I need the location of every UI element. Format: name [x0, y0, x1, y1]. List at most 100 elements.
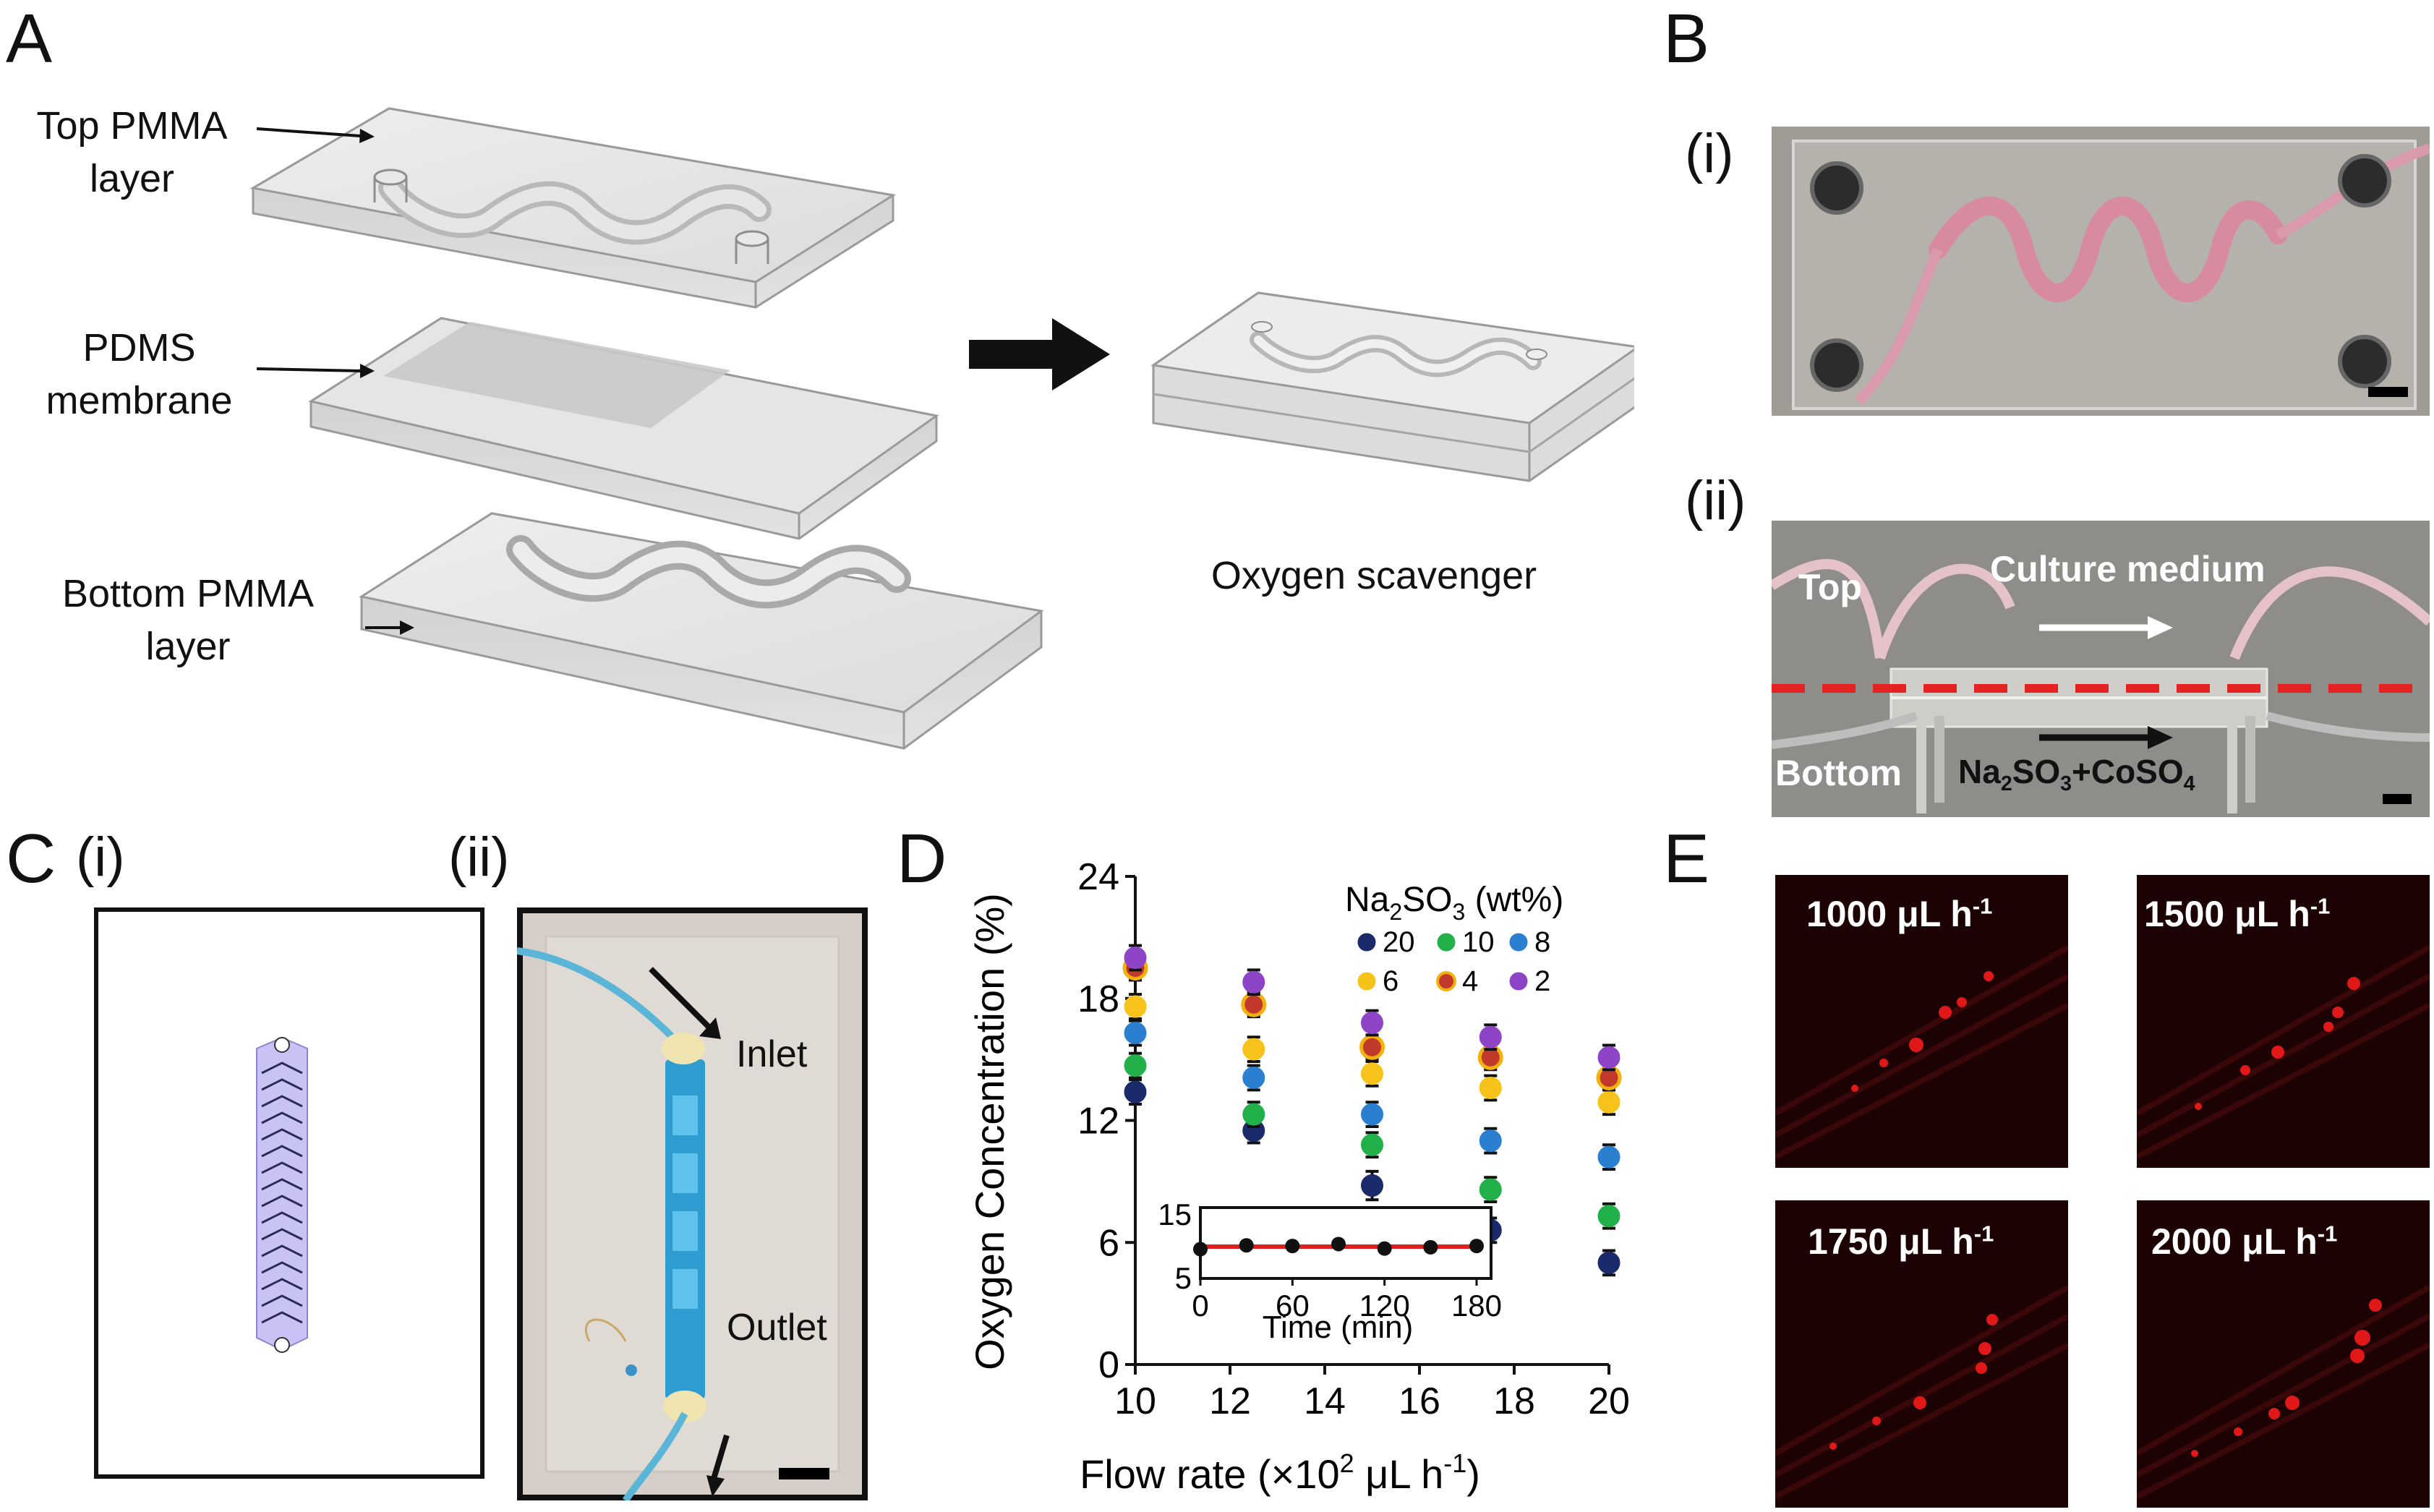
chart-legend: Na2SO3 (wt%) 20 10 8 6 4 2: [1345, 881, 1563, 997]
inset-x-tick-label: 60: [1276, 1289, 1310, 1323]
channel-chevron: [261, 1228, 303, 1241]
label-pdms-membrane: PDMS membrane: [46, 326, 233, 422]
data-point: [1479, 1178, 1502, 1201]
legend-marker: [1509, 972, 1528, 991]
data-point: [1124, 995, 1147, 1018]
fluorescence-image-4: [2137, 1200, 2430, 1508]
inset-x-tick-label: 120: [1359, 1289, 1410, 1323]
data-point: [1361, 1062, 1383, 1085]
inset-y-tick-label: 15: [1158, 1197, 1192, 1231]
inset-data-point: [1285, 1239, 1300, 1254]
oxygen-chart: Oxygen Concentration (%) Flow rate (×102…: [967, 860, 1630, 1497]
channel-chevron: [261, 1278, 303, 1291]
data-point: [1242, 1066, 1265, 1089]
legend-marker: [1357, 972, 1376, 991]
label-outlet: Outlet: [727, 1307, 827, 1349]
channel-chevron: [261, 1128, 303, 1141]
x-tick-label: 10: [1114, 1380, 1156, 1422]
y-tick-label: 6: [1098, 1222, 1119, 1264]
panel-letter-e: E: [1663, 820, 1710, 897]
channel-chevron: [261, 1062, 303, 1075]
data-point: [1597, 1205, 1620, 1228]
data-point: [1242, 1038, 1265, 1061]
y-tick-label: 0: [1098, 1344, 1119, 1386]
data-point: [1597, 1046, 1620, 1069]
data-point: [1124, 947, 1147, 969]
data-point: [1124, 1080, 1147, 1103]
panel-letter-b: B: [1663, 0, 1710, 77]
legend-entry: 4: [1462, 965, 1478, 997]
inset-data-point: [1239, 1238, 1254, 1253]
label-top-pmma-layer: Top PMMA layer: [36, 104, 228, 200]
panel-c-sub-i: (i): [76, 827, 125, 888]
x-tick-label: 16: [1399, 1380, 1440, 1422]
channel-chevron: [261, 1195, 303, 1208]
fluorescence-image-2: [2137, 875, 2430, 1168]
data-point: [1241, 991, 1267, 1017]
label-culture-medium: Culture medium: [1990, 549, 2266, 589]
data-point: [1479, 1129, 1502, 1153]
legend-title: Na2SO3 (wt%): [1345, 881, 1563, 925]
assembly-arrow-icon: [969, 318, 1110, 390]
legend-marker: [1357, 933, 1376, 952]
bottom-pmma-slab: [359, 512, 1044, 750]
x-tick-label: 12: [1209, 1380, 1251, 1422]
data-point: [1124, 1022, 1147, 1045]
x-tick-label: 20: [1588, 1380, 1630, 1422]
panel-a-exploded-view: [249, 107, 1634, 750]
fluorescence-image-3: [1775, 1200, 2068, 1508]
data-point: [1359, 1034, 1385, 1060]
arrow-top-layer: [256, 127, 361, 137]
inset-x-axis-label: Time (min): [1263, 1310, 1414, 1345]
chart-x-axis-label: Flow rate (×102 μL h-1): [1080, 1448, 1480, 1497]
flow-rate-label-3: 1750 μL h-1: [1808, 1221, 1994, 1262]
legend-entry: 20: [1383, 926, 1415, 958]
assembled-device: [1150, 291, 1634, 482]
channel-chevron: [261, 1311, 303, 1324]
inset-data-point: [1469, 1239, 1484, 1254]
legend-marker: [1509, 933, 1528, 952]
label-top: Top: [1798, 567, 1862, 607]
device-photo-side-view: [1772, 521, 2430, 817]
legend-entry: 6: [1383, 965, 1399, 997]
inset-data-point: [1193, 1242, 1208, 1257]
inset-x-tick-label: 180: [1451, 1289, 1502, 1323]
top-pmma-slab: [249, 107, 897, 309]
x-tick-label: 18: [1493, 1380, 1535, 1422]
legend-entry: 8: [1534, 926, 1550, 958]
inset-data-point: [1377, 1241, 1392, 1256]
panel-letter-a: A: [6, 0, 53, 77]
panel-c-sub-ii: (ii): [448, 827, 510, 888]
channel-chevron: [261, 1294, 303, 1307]
data-point: [1361, 1133, 1383, 1156]
data-point: [1597, 1251, 1620, 1274]
panel-b-sub-ii: (ii): [1685, 470, 1746, 531]
flow-rate-label-4: 2000 μL h-1: [2151, 1221, 2338, 1262]
data-point: [1242, 970, 1265, 994]
chip-photo: [517, 907, 868, 1500]
panel-letter-d: D: [897, 820, 947, 897]
data-point: [1361, 1012, 1383, 1034]
legend-marker: [1436, 971, 1456, 991]
data-point: [1242, 1103, 1265, 1126]
label-scavenger-solution: Na2SO3+CoSO4: [1958, 753, 2195, 796]
chip-schematic: [94, 907, 484, 1479]
label-bottom: Bottom: [1775, 753, 1902, 793]
chart-y-axis-label: Oxygen Concentration (%): [967, 893, 1012, 1370]
label-bottom-pmma-layer: Bottom PMMA layer: [61, 572, 315, 668]
data-point: [1479, 1025, 1502, 1048]
flow-rate-label-2: 1500 μL h-1: [2144, 893, 2331, 934]
panel-letter-c: C: [6, 820, 56, 897]
data-point: [1597, 1090, 1620, 1114]
legend-entry: 10: [1462, 926, 1495, 958]
x-tick-label: 14: [1304, 1380, 1346, 1422]
data-point: [1361, 1103, 1383, 1126]
y-tick-label: 24: [1077, 860, 1119, 898]
inset-data-point: [1423, 1239, 1438, 1255]
data-point: [1479, 1077, 1502, 1099]
label-oxygen-scavenger: Oxygen scavenger: [1210, 554, 1537, 597]
device-photo-top-view: [1772, 127, 2430, 416]
inset-data-point: [1331, 1236, 1346, 1252]
data-point: [1597, 1145, 1620, 1169]
channel-chevron: [261, 1211, 303, 1224]
